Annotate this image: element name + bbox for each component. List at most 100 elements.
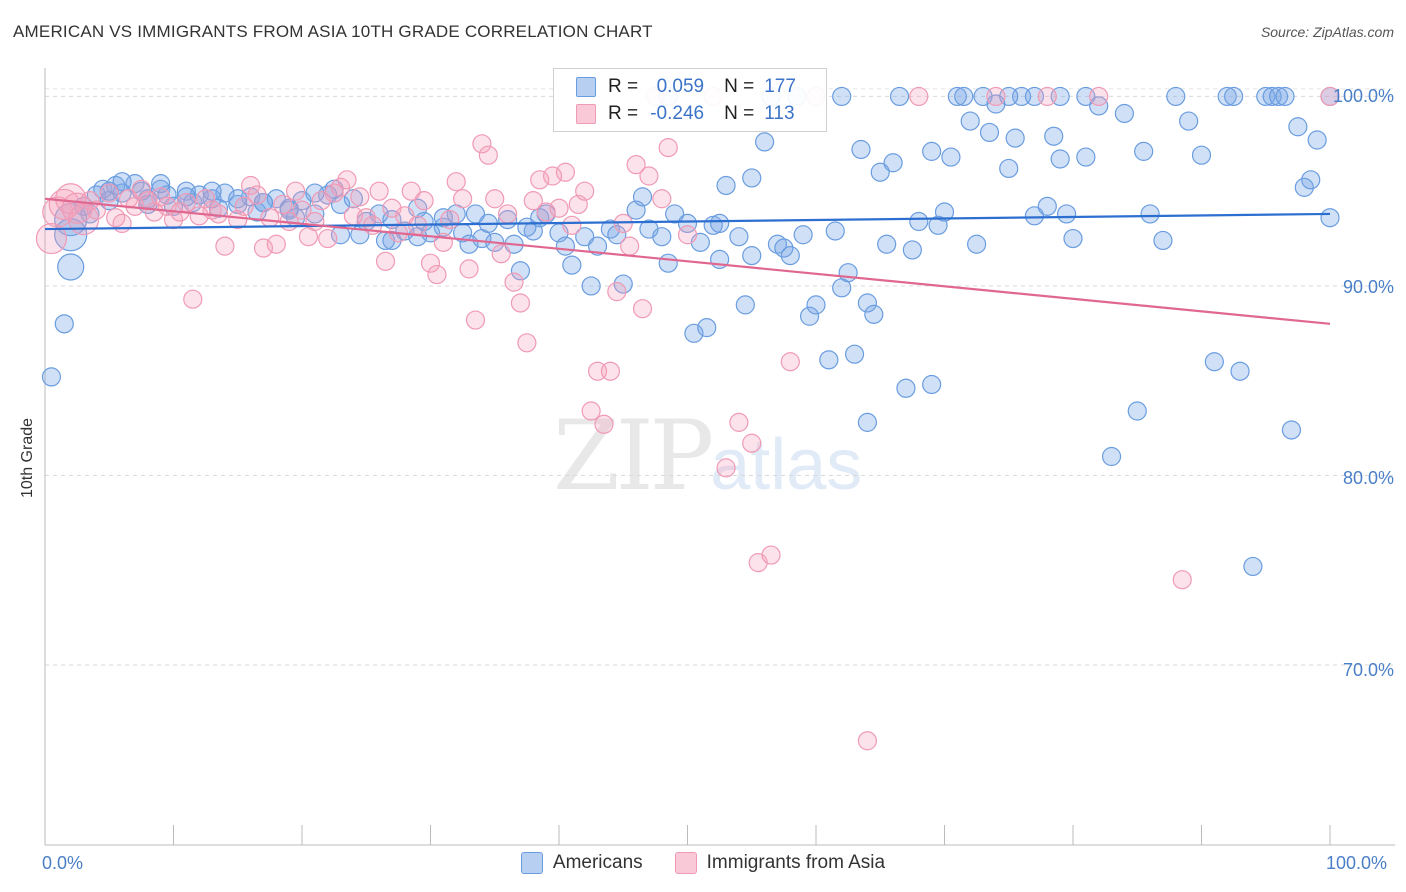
immigrants-point [35, 222, 68, 255]
americans-point [665, 204, 685, 224]
americans-point [41, 367, 62, 387]
americans-point [870, 162, 890, 182]
watermark: ZIPatlas [553, 400, 862, 512]
immigrants-legend-icon [674, 852, 697, 874]
americans-point [1076, 147, 1096, 167]
americans-point [780, 246, 800, 266]
americans-point [1063, 228, 1083, 249]
americans-point [1005, 128, 1025, 148]
immigrants-point [1320, 86, 1340, 107]
americans-point [825, 221, 845, 241]
americans-point [710, 213, 730, 233]
americans-point [697, 318, 717, 338]
americans-swatch-icon [576, 77, 596, 97]
americans-point [1301, 170, 1321, 190]
americans-point [305, 183, 325, 203]
americans-point [947, 86, 967, 107]
americans-point [851, 139, 871, 160]
immigrants-point [658, 137, 678, 158]
immigrants-r-value: -0.246 [650, 103, 705, 124]
immigrants-point [292, 200, 312, 220]
y-tick-label: 80.0% [1342, 468, 1394, 488]
americans-point [1204, 352, 1224, 372]
americans-point [1179, 111, 1199, 131]
americans-point [112, 172, 132, 192]
americans-point [1037, 196, 1057, 216]
americans-point [151, 174, 171, 194]
immigrants-point [337, 170, 357, 190]
americans-point [581, 276, 601, 296]
americans-point [793, 225, 813, 245]
immigrants-point [196, 189, 216, 209]
americans-point [677, 213, 698, 233]
americans-point [1294, 177, 1314, 197]
americans-point [1281, 420, 1302, 440]
immigrants-point [215, 236, 235, 256]
immigrants-point [652, 189, 672, 209]
immigrants-point [241, 175, 261, 196]
y-tick-label: 100.0% [1332, 86, 1394, 106]
immigrants-point [761, 545, 781, 565]
immigrants-point [594, 414, 614, 434]
immigrants-point [1037, 86, 1057, 107]
americans-point [510, 261, 531, 281]
immigrants-point [742, 433, 762, 453]
americans-point [1134, 141, 1154, 161]
americans-point [857, 412, 878, 432]
americans-point [729, 227, 749, 247]
immigrants-point [285, 181, 306, 201]
immigrants-point [99, 183, 119, 203]
immigrants-point [555, 162, 576, 182]
americans-point [902, 240, 922, 260]
immigrants-swatch-icon [576, 104, 596, 124]
immigrants-point [478, 145, 498, 165]
legend-r-label: R = [608, 103, 639, 124]
immigrants-point [401, 181, 421, 201]
immigrants-point [208, 204, 229, 224]
americans-point [883, 153, 903, 173]
americans-point [742, 168, 762, 188]
americans-point [587, 236, 608, 256]
americans-point [652, 227, 672, 247]
immigrants-point [562, 215, 582, 235]
americans-point [1217, 86, 1237, 107]
immigrants-point [1172, 570, 1192, 590]
immigrants-point [350, 187, 370, 207]
watermark-zip: ZIP [553, 400, 714, 512]
americans-point [1153, 230, 1173, 251]
immigrants-point [677, 225, 698, 245]
americans-point [716, 175, 736, 196]
legend-item-americans[interactable]: Americans [520, 852, 643, 874]
americans-point [57, 253, 85, 281]
immigrants-point [356, 208, 376, 228]
immigrants-point [780, 352, 800, 372]
immigrants-point [909, 86, 929, 107]
americans-point [1050, 149, 1070, 169]
americans-point [896, 378, 916, 398]
immigrants-point [67, 204, 100, 236]
immigrants-point [620, 236, 640, 256]
americans-point [934, 202, 955, 222]
americans-point [1191, 145, 1212, 165]
americans-point [967, 234, 987, 254]
americans-point [54, 314, 74, 334]
americans-r-value: 0.059 [656, 76, 705, 97]
americans-point [176, 181, 196, 201]
immigrants-point [716, 458, 736, 478]
americans-point [202, 181, 222, 201]
legend-item-immigrants[interactable]: Immigrants from Asia [674, 852, 886, 874]
legend-immigrants-label: Immigrants from Asia [706, 852, 886, 873]
americans-point [1101, 446, 1122, 467]
americans-point [1320, 208, 1340, 228]
x-tick-label: 0.0% [42, 853, 84, 873]
immigrants-point [472, 134, 492, 154]
americans-point [607, 225, 627, 245]
immigrants-point [234, 196, 254, 216]
immigrants-point [523, 191, 543, 211]
americans-point [922, 141, 942, 161]
series-legend: Americans Immigrants from Asia [0, 852, 1406, 874]
americans-point [735, 295, 755, 315]
americans-point [632, 187, 653, 207]
americans-point [613, 274, 633, 294]
americans-point [575, 227, 595, 247]
